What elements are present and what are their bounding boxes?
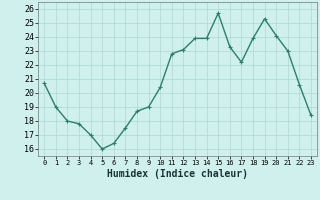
X-axis label: Humidex (Indice chaleur): Humidex (Indice chaleur) <box>107 169 248 179</box>
